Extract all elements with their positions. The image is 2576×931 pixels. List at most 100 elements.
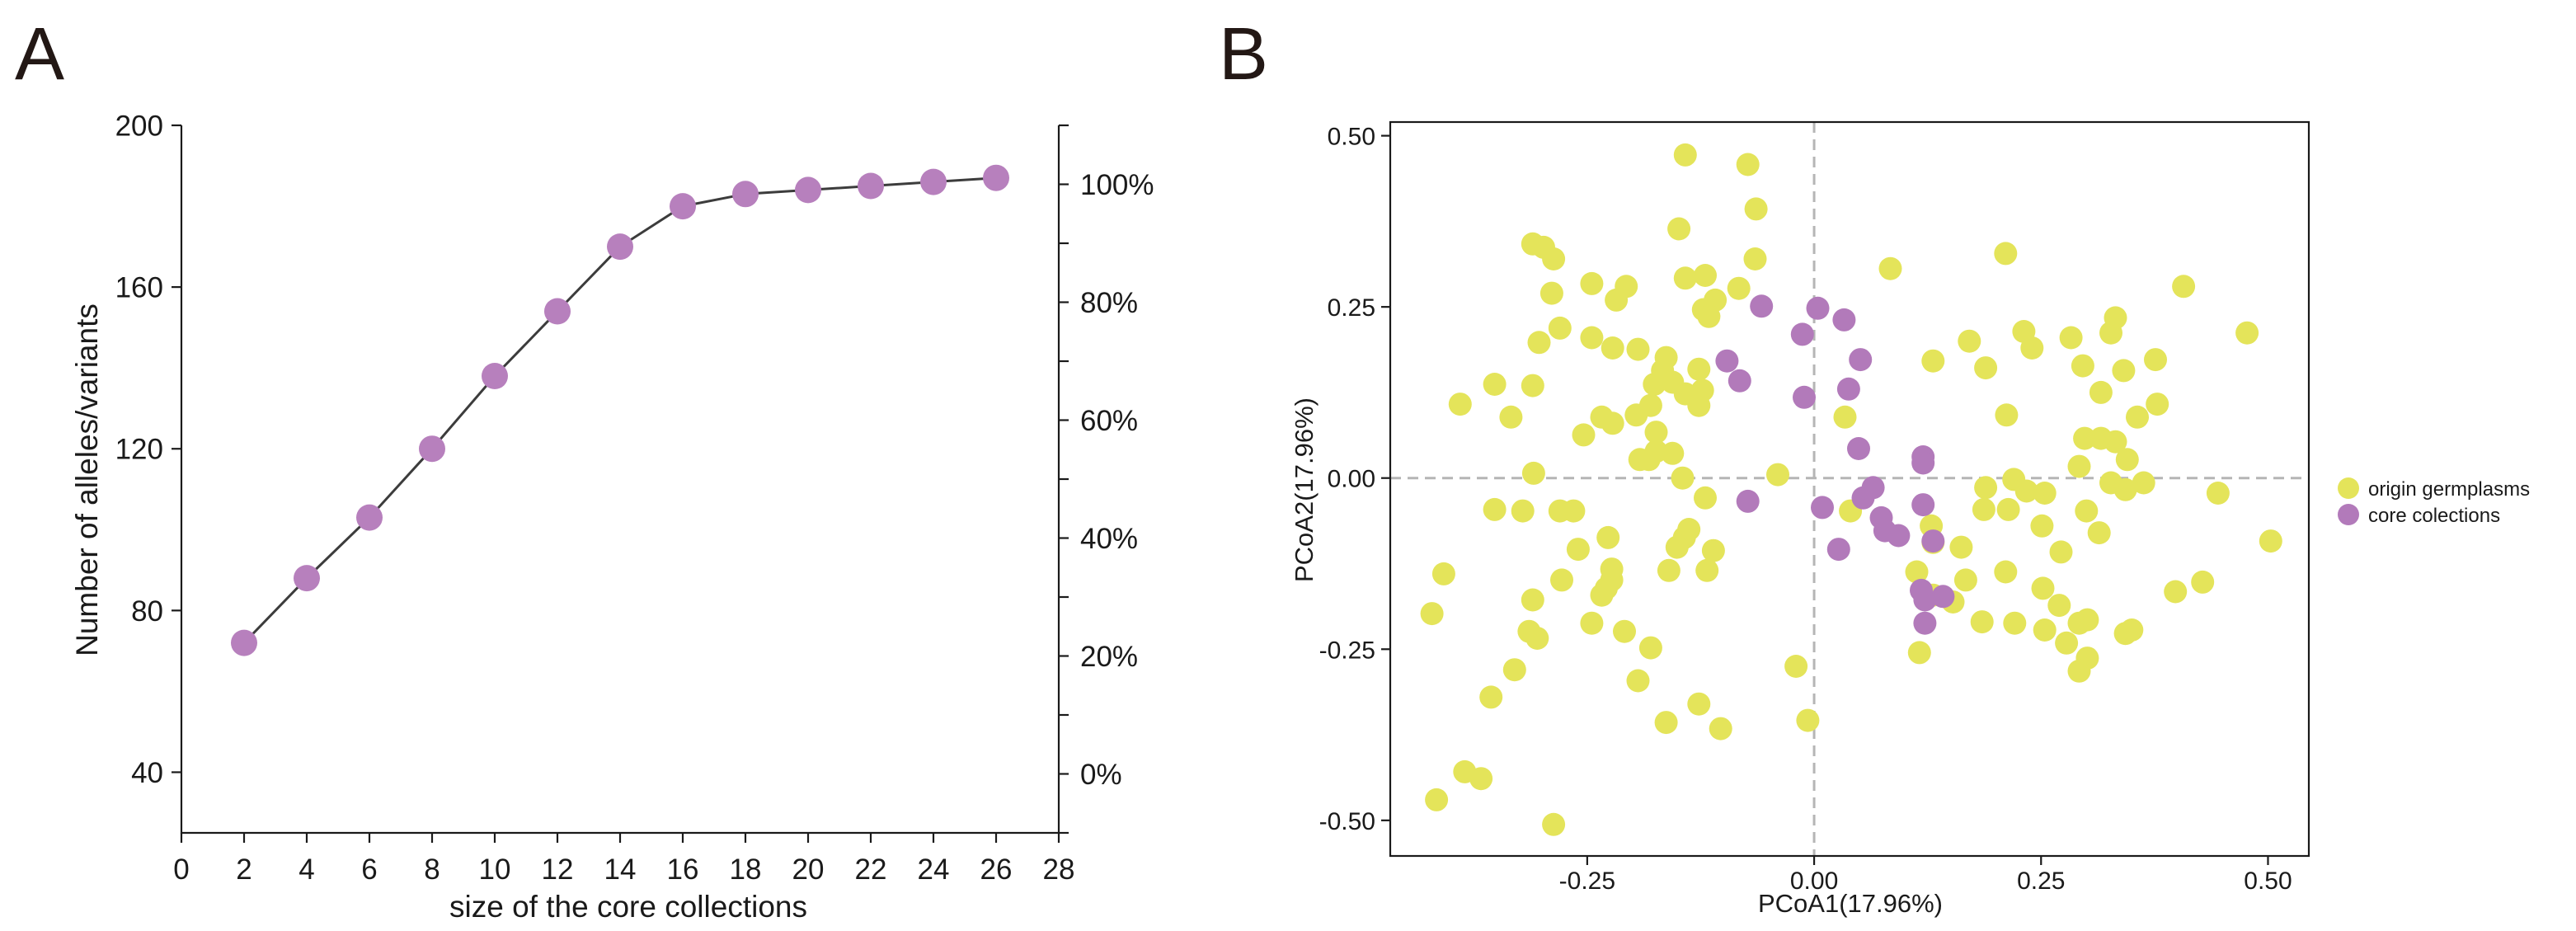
panel-a-point xyxy=(983,164,1009,191)
panel-b-point-origin-germplasm xyxy=(2132,471,2155,495)
panel-b-point-origin-germplasm xyxy=(1431,562,1455,585)
panel-b-point-origin-germplasm xyxy=(1643,373,1666,396)
panel-b-point-origin-germplasm xyxy=(2126,405,2149,429)
panel-b: B -0.25 0.00 0.25 0.50 0.50 0.25 0.00 -0.25 -0.5… xyxy=(1219,13,2530,918)
panel-a-xtick-label: 18 xyxy=(730,853,762,886)
panel-a-xtick-label: 4 xyxy=(298,853,314,886)
panel-b-point-origin-germplasm xyxy=(1469,767,1493,791)
panel-b-point-origin-germplasm xyxy=(1590,583,1614,607)
panel-b-point-origin-germplasm xyxy=(1766,463,1789,487)
panel-b-point-origin-germplasm xyxy=(2104,430,2127,454)
panel-b-point-origin-germplasm xyxy=(1542,812,1566,836)
panel-b-point-origin-germplasm xyxy=(1673,143,1697,167)
panel-a-point xyxy=(920,168,947,195)
panel-a-ytick-label: 40 xyxy=(131,757,163,789)
panel-b-point-origin-germplasm xyxy=(1878,256,1902,280)
panel-a-right-ytick-label: 40% xyxy=(1080,523,1138,555)
panel-b-point-origin-germplasm xyxy=(1525,627,1549,650)
panel-a-point xyxy=(607,233,633,261)
panel-b-point-origin-germplasm xyxy=(2047,594,2071,618)
panel-a-xtick-label: 6 xyxy=(361,853,377,886)
panel-b-point-origin-germplasm xyxy=(1695,558,1719,582)
panel-b-point-origin-germplasm xyxy=(2235,321,2259,345)
panel-b-point-origin-germplasm xyxy=(1550,568,1573,592)
panel-b-point-origin-germplasm xyxy=(1580,271,1604,295)
panel-b-point-origin-germplasm xyxy=(1972,497,1995,521)
panel-b-point-origin-germplasm xyxy=(2033,482,2057,505)
panel-b-point-origin-germplasm xyxy=(1970,610,1994,634)
panel-b-point-origin-germplasm xyxy=(1626,337,1650,361)
panel-b-ytick-label: 0.50 xyxy=(1328,124,1375,151)
panel-b-point-core-collection xyxy=(1811,496,1834,520)
panel-a-point xyxy=(795,176,821,204)
panel-b-point-origin-germplasm xyxy=(1601,336,1624,360)
panel-b-point-core-collection xyxy=(1806,296,1830,320)
panel-b-point-origin-germplasm xyxy=(2003,611,2027,635)
panel-b-xtick-label: 0.25 xyxy=(2017,868,2065,895)
panel-b-point-origin-germplasm xyxy=(1690,379,1714,402)
panel-b-ytick-label: 0.00 xyxy=(1328,466,1375,493)
panel-b-point-core-collection xyxy=(1913,588,1937,612)
panel-b-point-core-collection xyxy=(1911,493,1935,517)
panel-b-point-origin-germplasm xyxy=(1499,405,1523,429)
panel-b-point-origin-germplasm xyxy=(1644,421,1668,444)
panel-b-point-origin-germplasm xyxy=(1566,538,1590,562)
panel-b-point-origin-germplasm xyxy=(2075,499,2099,523)
panel-a-right-ytick-label: 20% xyxy=(1080,641,1138,673)
panel-b-point-core-collection xyxy=(1826,538,1850,562)
panel-b-ytick-label: 0.25 xyxy=(1328,294,1375,322)
panel-b-point-origin-germplasm xyxy=(2033,618,2057,642)
panel-b-point-origin-germplasm xyxy=(1996,497,2020,521)
panel-b-point-core-collection xyxy=(1931,585,1955,609)
panel-b-point-origin-germplasm xyxy=(2206,482,2230,505)
panel-a-xtick-label: 0 xyxy=(173,853,189,886)
panel-b-point-origin-germplasm xyxy=(2113,477,2137,501)
panel-b-point-origin-germplasm xyxy=(1521,461,1545,485)
panel-b-point-origin-germplasm xyxy=(1521,374,1544,397)
panel-b-point-origin-germplasm xyxy=(2089,380,2113,404)
panel-a-point xyxy=(482,363,508,389)
panel-a-ylabel: Number of alleles/variants xyxy=(70,303,104,656)
panel-b-point-origin-germplasm xyxy=(1709,717,1732,741)
panel-b-point-origin-germplasm xyxy=(1974,356,1998,380)
panel-b-point-core-collection xyxy=(1849,348,1873,372)
panel-b-point-origin-germplasm xyxy=(1673,266,1697,290)
panel-a-xtick-label: 22 xyxy=(855,853,887,886)
legend-item-core-collections: core colections xyxy=(2338,504,2500,527)
panel-b-point-core-collection xyxy=(1793,385,1816,409)
panel-b-point-origin-germplasm xyxy=(1694,486,1717,510)
panel-b-xlabel: PCoA1(17.96%) xyxy=(1758,889,1943,918)
panel-a-plot: 0 2 4 6 8 10 12 14 16 18 20 22 24 26 28200160120804010… xyxy=(115,110,1154,886)
panel-b-point-core-collection xyxy=(1913,611,1937,635)
panel-b-point-origin-germplasm xyxy=(2073,426,2097,450)
panel-b-xtick-label: 0.00 xyxy=(1790,868,1838,895)
panel-b-plot-frame xyxy=(1389,120,2310,858)
panel-a-ytick-label: 80 xyxy=(131,595,163,628)
panel-b-point-origin-germplasm xyxy=(1905,560,1929,584)
panel-b-point-origin-germplasm xyxy=(1671,466,1695,490)
panel-b-point-origin-germplasm xyxy=(1596,525,1620,549)
panel-a-point xyxy=(544,298,571,325)
panel-b-point-origin-germplasm xyxy=(2071,354,2094,378)
panel-b-point-origin-germplasm xyxy=(1743,247,1767,270)
panel-b-point-origin-germplasm xyxy=(1601,411,1624,435)
panel-b-point-origin-germplasm xyxy=(2030,514,2054,538)
panel-b-point-origin-germplasm xyxy=(1727,276,1751,300)
panel-a-xtick-label: 16 xyxy=(667,853,699,886)
panel-b-xtick-label: 0.50 xyxy=(2244,868,2292,895)
panel-a-xlabel: size of the core collections xyxy=(449,890,807,924)
panel-b-point-origin-germplasm xyxy=(2172,275,2196,299)
panel-a-xtick-label: 20 xyxy=(792,853,825,886)
panel-b-point-origin-germplasm xyxy=(2144,348,2167,372)
panel-a-xtick-label: 14 xyxy=(604,853,637,886)
panel-b-point-origin-germplasm xyxy=(1701,538,1725,562)
panel-b-point-origin-germplasm xyxy=(1974,476,1998,500)
panel-b-point-origin-germplasm xyxy=(1548,316,1572,340)
panel-a-xtick-label: 8 xyxy=(424,853,440,886)
panel-a-right-ytick-label: 100% xyxy=(1080,169,1154,201)
panel-b-point-origin-germplasm xyxy=(1448,393,1472,416)
panel-b-plot: -0.25 0.00 0.25 0.50 0.50 0.25 0.00 -0.25 -0.50 xyxy=(1319,120,2310,895)
panel-b-point-origin-germplasm xyxy=(2113,622,2137,646)
legend-marker-core-collections xyxy=(2338,504,2359,525)
panel-b-point-origin-germplasm xyxy=(2055,631,2079,655)
